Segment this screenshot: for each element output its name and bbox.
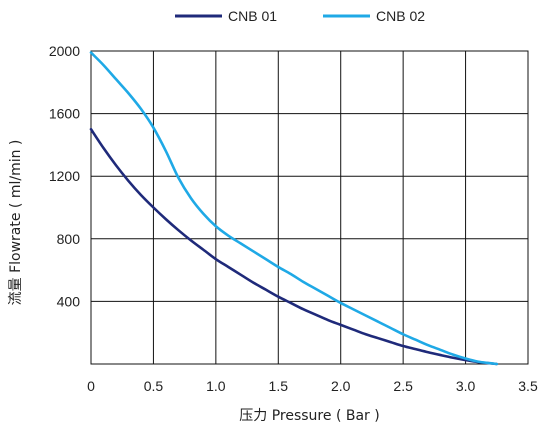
legend-label: CNB 02 — [376, 8, 425, 24]
legend-label: CNB 01 — [228, 8, 277, 24]
x-tick-labels: 0 0.5 1.0 1.5 2.0 2.5 3.0 3.5 — [87, 378, 538, 394]
series-line-cnb-02 — [89, 51, 499, 366]
series-line-cnb-01 — [89, 127, 499, 366]
series-lines — [89, 51, 499, 366]
y-axis-title: 流量 Flowrate ( ml/min ) — [8, 140, 24, 306]
y-tick-label: 1600 — [49, 106, 80, 122]
x-tick-label: 0.5 — [144, 378, 164, 394]
x-tick-label: 2.0 — [331, 378, 351, 394]
x-tick-label: 3.5 — [518, 378, 538, 394]
y-tick-label: 800 — [57, 231, 81, 247]
y-tick-label: 2000 — [49, 43, 80, 59]
x-tick-label: 1.5 — [269, 378, 289, 394]
y-tick-label: 1200 — [49, 168, 80, 184]
plot-area-frame — [90, 50, 529, 365]
gridlines — [90, 50, 529, 364]
y-tick-labels: 400 800 1200 1600 2000 — [49, 43, 80, 309]
x-tick-label: 3.0 — [456, 378, 476, 394]
legend: CNB 01 CNB 02 — [175, 8, 425, 24]
x-tick-label: 0 — [87, 378, 95, 394]
x-axis-title: 压力 Pressure ( Bar ) — [239, 408, 379, 424]
x-tick-label: 1.0 — [206, 378, 226, 394]
x-tick-label: 2.5 — [393, 378, 413, 394]
y-tick-label: 400 — [57, 293, 81, 309]
